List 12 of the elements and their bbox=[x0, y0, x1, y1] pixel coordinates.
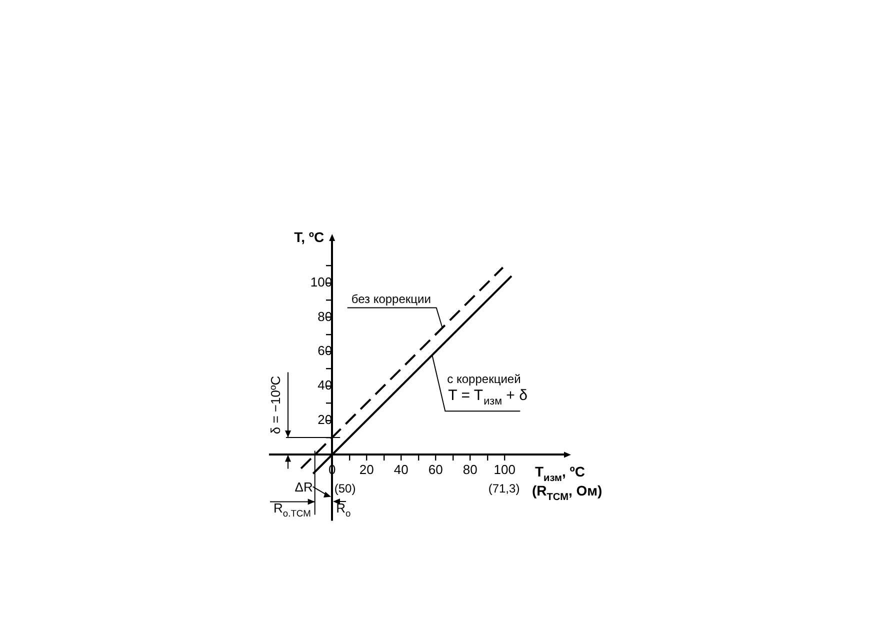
annotation: ΔR bbox=[294, 480, 313, 495]
x-tick-label: 40 bbox=[394, 462, 408, 478]
x-tick-label: 60 bbox=[428, 462, 443, 478]
series-label: с коррекцией bbox=[447, 372, 521, 386]
annotation: δ = −10ºC bbox=[268, 376, 283, 434]
x2-tick-label: (71,3) bbox=[488, 482, 520, 496]
x-tick-label: 80 bbox=[462, 462, 478, 478]
x2-tick-label: (50) bbox=[334, 482, 356, 496]
x-tick-label: 20 bbox=[359, 462, 374, 478]
x-tick-label: 100 bbox=[494, 462, 516, 478]
series-label: без коррекции bbox=[351, 292, 431, 306]
y-axis-title: T, ºC bbox=[294, 229, 324, 245]
